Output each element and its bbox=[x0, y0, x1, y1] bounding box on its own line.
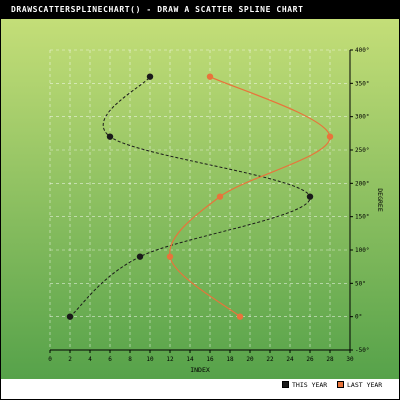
y-tick-label: 400° bbox=[355, 47, 369, 54]
data-point bbox=[136, 253, 144, 260]
x-tick-label: 2 bbox=[68, 356, 72, 363]
x-tick-label: 30 bbox=[346, 356, 354, 363]
y-tick-label: 50° bbox=[355, 280, 366, 287]
x-tick-label: 14 bbox=[186, 356, 194, 363]
x-tick-label: 4 bbox=[88, 356, 92, 363]
x-tick-label: 28 bbox=[326, 356, 334, 363]
x-tick-label: 6 bbox=[108, 356, 112, 363]
series-layer bbox=[66, 73, 334, 320]
y-tick-label: 350° bbox=[355, 80, 369, 87]
y-tick-label: 150° bbox=[355, 214, 369, 221]
x-tick-label: 12 bbox=[166, 356, 174, 363]
x-tick-label: 18 bbox=[226, 356, 234, 363]
y-tick-label: 0° bbox=[355, 314, 362, 321]
x-tick-label: 24 bbox=[286, 356, 294, 363]
x-tick-label: 22 bbox=[266, 356, 274, 363]
title-bar: DRAWSCATTERSPLINECHART() - DRAW A SCATTE… bbox=[1, 1, 399, 19]
legend-swatch bbox=[338, 382, 343, 387]
x-axis-title: INDEX bbox=[190, 366, 210, 374]
y-tick-label: 300° bbox=[355, 114, 369, 121]
series-line-last-year bbox=[169, 76, 331, 318]
y-tick-label: 200° bbox=[355, 180, 369, 187]
chart-title: DRAWSCATTERSPLINECHART() - DRAW A SCATTE… bbox=[11, 5, 304, 14]
data-point bbox=[216, 193, 224, 200]
data-point bbox=[146, 73, 154, 80]
x-tick-label: 16 bbox=[206, 356, 214, 363]
data-point bbox=[206, 73, 214, 80]
legend-label: LAST YEAR bbox=[347, 381, 382, 389]
x-tick-label: 0 bbox=[48, 356, 52, 363]
data-point bbox=[236, 313, 244, 320]
legend-swatch bbox=[283, 382, 288, 387]
legend-label: THIS YEAR bbox=[292, 381, 327, 389]
y-tick-label: 100° bbox=[355, 247, 369, 254]
y-axis-title: DEGREE bbox=[376, 188, 384, 212]
x-tick-label: 8 bbox=[128, 356, 132, 363]
x-tick-label: 20 bbox=[246, 356, 254, 363]
plot-area bbox=[1, 19, 399, 379]
data-point bbox=[166, 253, 174, 260]
x-tick-label: 26 bbox=[306, 356, 314, 363]
y-tick-label: 250° bbox=[355, 147, 369, 154]
data-point bbox=[106, 133, 114, 140]
axes: 0 2 4 6 8 10 12 14 16 18 20 22 24 26 28 30-50°0°50°100°… bbox=[48, 47, 369, 363]
data-point bbox=[306, 193, 314, 200]
x-tick-label: 10 bbox=[146, 356, 154, 363]
data-point bbox=[66, 313, 74, 320]
y-tick-label: -50° bbox=[355, 347, 369, 354]
data-point bbox=[326, 133, 334, 140]
legend: THIS YEAR LAST YEAR bbox=[282, 381, 382, 389]
